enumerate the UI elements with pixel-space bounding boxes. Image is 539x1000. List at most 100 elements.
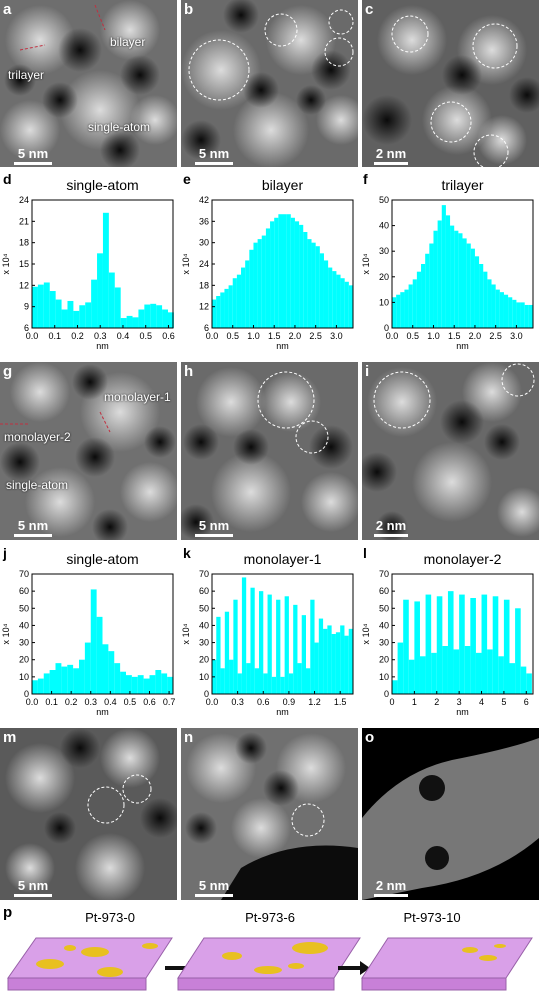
bar — [274, 217, 279, 328]
y-tick-label: 60 — [379, 586, 389, 596]
micrograph-c-image — [362, 0, 539, 167]
micrograph-a-image — [0, 0, 177, 167]
bar — [459, 594, 465, 694]
x-tick-label: 0.5 — [124, 697, 137, 707]
scalebar-o: 2 nm — [374, 878, 408, 897]
x-tick-label: 1.0 — [247, 331, 260, 341]
bar — [73, 310, 80, 328]
bar — [445, 215, 451, 328]
x-axis-label: nm — [96, 707, 109, 717]
x-tick-label: 3.0 — [330, 331, 343, 341]
y-tick-label: 0 — [204, 689, 209, 699]
x-tick-label: 1.5 — [448, 331, 461, 341]
bar — [314, 642, 319, 694]
bar — [318, 618, 324, 694]
y-tick-label: 10 — [379, 672, 389, 682]
y-tick-label: 50 — [379, 195, 389, 205]
y-tick-label: 30 — [199, 238, 209, 248]
bar — [520, 302, 525, 328]
y-tick-label: 60 — [19, 586, 29, 596]
bar — [137, 675, 144, 694]
plot-frame — [391, 573, 534, 695]
x-tick-label: 1 — [412, 697, 417, 707]
bar — [437, 220, 442, 328]
bar — [90, 589, 97, 694]
bar — [441, 205, 446, 328]
y-tick-label: 0 — [384, 689, 389, 699]
x-tick-label: 0.1 — [48, 331, 61, 341]
panel-label-a: a — [3, 1, 12, 18]
annotation-bilayer: bilayer — [110, 35, 146, 49]
x-tick-label: 4 — [479, 697, 484, 707]
bar — [508, 297, 513, 328]
bar — [286, 214, 291, 328]
y-tick-label: 42 — [199, 195, 209, 205]
bar — [271, 676, 277, 694]
bar — [143, 678, 150, 694]
bar — [404, 289, 409, 328]
scalebar-m-text: 5 nm — [17, 878, 49, 893]
x-tick-label: 0.3 — [94, 331, 107, 341]
y-tick-label: 70 — [19, 569, 29, 579]
y-axis-label: x 10⁴ — [1, 623, 11, 644]
scalebar-n: 5 nm — [195, 878, 233, 897]
scalebar-b-text: 5 nm — [198, 146, 230, 161]
scalebar-g: 5 nm — [14, 518, 52, 537]
bar — [85, 302, 92, 328]
y-tick-label: 12 — [19, 280, 29, 290]
panel-label-p: p — [3, 904, 13, 921]
bar — [114, 663, 121, 694]
x-tick-label: 0.2 — [65, 697, 78, 707]
bar — [237, 673, 242, 694]
bar — [436, 596, 443, 694]
x-tick-label: 0.6 — [257, 697, 270, 707]
bar — [331, 634, 336, 694]
bar — [453, 649, 460, 694]
chart-k-svg: k monolayer-1 0 10 20 30 40 50 60 70 0.0 0.3 0.6 0.9 1… — [181, 545, 354, 717]
bar — [37, 678, 44, 694]
y-tick-label: 40 — [199, 620, 209, 630]
x-tick-label: 3 — [457, 697, 462, 707]
bar — [32, 680, 38, 694]
bar — [344, 281, 349, 328]
x-tick-label: 0.2 — [71, 331, 84, 341]
y-tick-label: 10 — [379, 297, 389, 307]
x-tick-label: 0.0 — [386, 331, 399, 341]
panel-label-n: n — [184, 729, 194, 746]
bar — [102, 212, 109, 328]
y-tick-label: 20 — [379, 655, 389, 665]
x-tick-label: 0.7 — [163, 697, 176, 707]
bar — [270, 221, 275, 328]
chart-title: single-atom — [66, 177, 138, 193]
x-tick-label: 1.5 — [268, 331, 281, 341]
bar — [220, 668, 225, 694]
bar — [267, 594, 272, 694]
x-tick-label: 0.1 — [45, 697, 58, 707]
bar — [161, 673, 168, 694]
scalebar-i-text: 2 nm — [375, 518, 407, 533]
bar — [49, 670, 56, 694]
y-axis-label: x 10⁴ — [1, 253, 11, 274]
bar — [454, 230, 459, 328]
bar — [132, 317, 139, 328]
bar — [315, 246, 320, 328]
y-tick-label: 18 — [19, 238, 29, 248]
bar — [84, 642, 91, 694]
bar — [503, 599, 510, 694]
bar — [310, 599, 315, 694]
x-tick-label: 0.4 — [117, 331, 130, 341]
y-tick-label: 0 — [384, 323, 389, 333]
chart-f-svg: f trilayer 0 10 20 30 40 50 0.0 0.5 1.0 1.5 2.0 2.5 3.… — [361, 171, 534, 351]
bar — [392, 297, 397, 328]
scalebar-h: 5 nm — [195, 518, 233, 537]
support-slab-2 — [361, 937, 533, 991]
bar — [498, 656, 504, 694]
micrograph-b: b 5 nm — [181, 0, 358, 167]
y-tick-label: 50 — [19, 603, 29, 613]
bar — [348, 285, 353, 328]
bar — [55, 299, 62, 328]
bar — [265, 228, 271, 328]
micrograph-o: o 2 nm — [362, 728, 539, 900]
micrograph-n: n 5 nm — [181, 728, 358, 900]
bar — [481, 594, 488, 694]
